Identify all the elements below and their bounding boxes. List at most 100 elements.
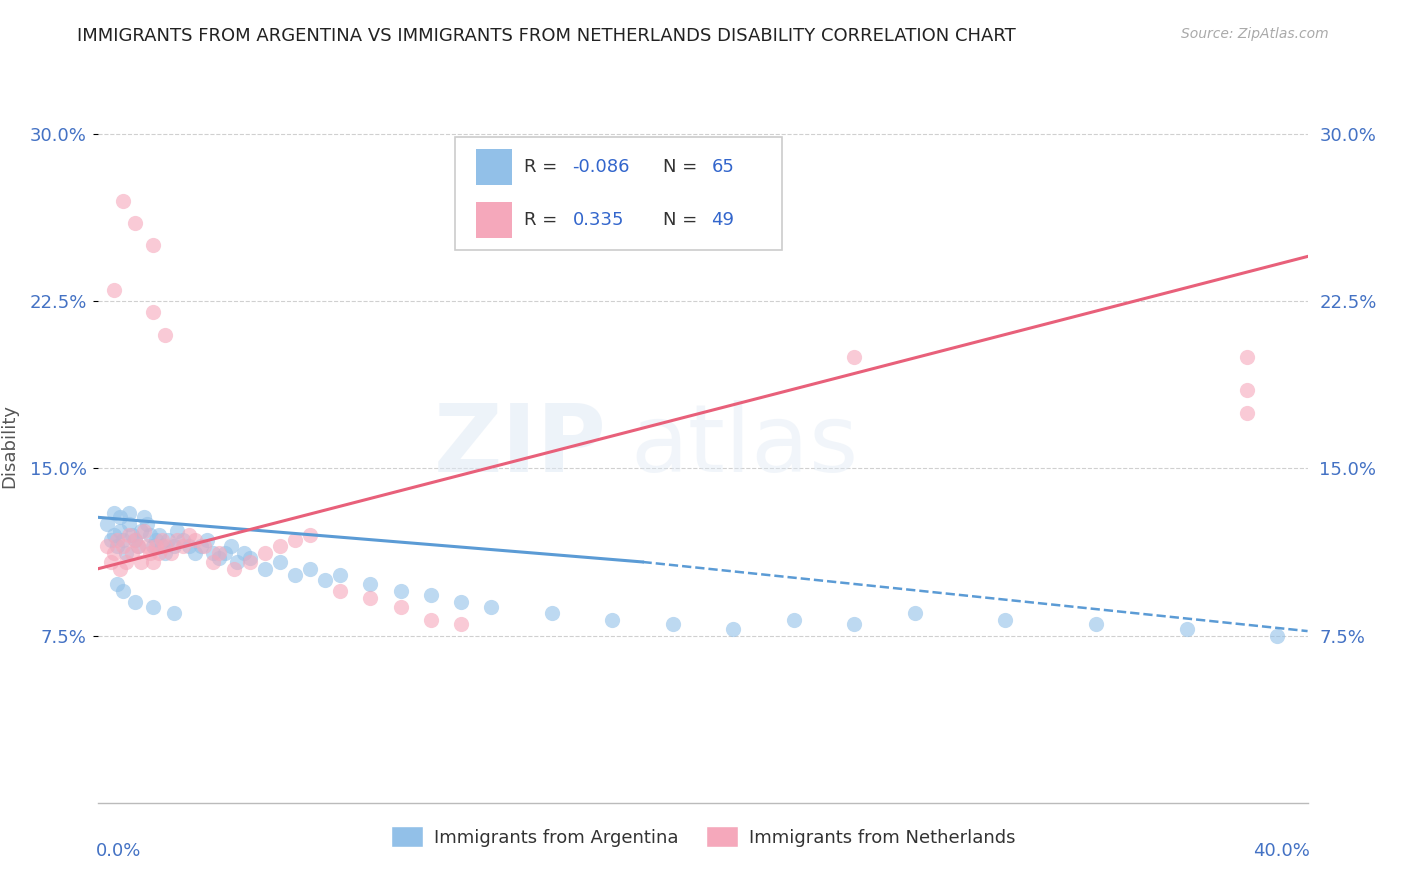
Point (1085, 617, 1108, 632)
Point (96, 539, 118, 553)
Point (602, 613, 624, 627)
Point (232, 546, 254, 560)
Point (96, 516, 118, 531)
Point (172, 539, 194, 553)
Point (139, 528, 162, 542)
Point (420, 589, 443, 603)
Point (145, 533, 167, 547)
Point (132, 524, 155, 538)
Point (184, 546, 207, 560)
Point (299, 562, 322, 576)
Point (195, 533, 218, 547)
Point (208, 550, 231, 565)
Text: R =: R = (524, 158, 562, 176)
Point (190, 539, 212, 553)
Point (111, 194, 134, 208)
Point (360, 577, 382, 591)
Point (163, 607, 186, 621)
Point (111, 533, 134, 547)
Point (540, 607, 562, 621)
Point (114, 555, 136, 569)
FancyBboxPatch shape (456, 137, 782, 250)
Point (160, 546, 183, 560)
Point (111, 539, 134, 553)
Point (121, 546, 143, 560)
Point (214, 546, 236, 560)
Point (156, 533, 179, 547)
Point (221, 539, 243, 553)
Point (284, 533, 307, 547)
Point (269, 539, 291, 553)
Point (148, 528, 170, 542)
Point (100, 555, 122, 569)
Point (239, 550, 262, 565)
Point (179, 528, 201, 542)
Point (108, 562, 131, 576)
Point (226, 555, 249, 569)
Point (105, 533, 128, 547)
Point (142, 599, 165, 614)
Text: ZIP: ZIP (433, 400, 606, 492)
Text: IMMIGRANTS FROM ARGENTINA VS IMMIGRANTS FROM NETHERLANDS DISABILITY CORRELATION : IMMIGRANTS FROM ARGENTINA VS IMMIGRANTS … (77, 27, 1017, 45)
Point (142, 305, 165, 319)
Point (904, 607, 927, 621)
Point (142, 539, 165, 553)
Point (253, 546, 276, 560)
Point (202, 555, 225, 569)
Point (118, 506, 141, 520)
Point (124, 595, 146, 609)
Point (150, 533, 173, 547)
Point (124, 216, 146, 230)
Point (783, 613, 806, 627)
Point (269, 555, 291, 569)
Text: Source: ZipAtlas.com: Source: ZipAtlas.com (1181, 27, 1329, 41)
Point (127, 539, 149, 553)
Point (103, 283, 125, 297)
Point (284, 568, 307, 582)
Text: 0.0%: 0.0% (96, 842, 142, 860)
Text: 40.0%: 40.0% (1253, 842, 1310, 860)
Point (844, 350, 866, 364)
Point (132, 510, 155, 524)
Point (1175, 622, 1198, 636)
Point (111, 583, 134, 598)
Point (103, 506, 125, 520)
Point (135, 539, 157, 553)
Point (148, 546, 170, 560)
Point (108, 524, 131, 538)
Point (153, 327, 176, 342)
Point (239, 555, 262, 569)
Point (139, 546, 162, 560)
Point (105, 539, 128, 553)
Point (329, 568, 352, 582)
Point (1236, 405, 1258, 419)
Point (163, 539, 186, 553)
Point (661, 617, 683, 632)
Point (105, 577, 128, 591)
Point (202, 546, 225, 560)
Point (360, 591, 382, 605)
Point (142, 238, 165, 252)
Point (166, 524, 188, 538)
Point (153, 546, 176, 560)
Point (118, 516, 141, 531)
Text: 49: 49 (711, 211, 734, 228)
Point (100, 533, 122, 547)
Point (481, 599, 503, 614)
Point (314, 573, 336, 587)
Point (1267, 628, 1289, 642)
Text: R =: R = (524, 211, 562, 228)
Point (184, 533, 207, 547)
Text: atlas: atlas (630, 400, 859, 492)
Point (124, 533, 146, 547)
Point (103, 546, 125, 560)
Point (1236, 384, 1258, 398)
Point (450, 617, 472, 632)
Point (129, 555, 152, 569)
Point (142, 555, 165, 569)
Point (329, 583, 352, 598)
Point (121, 528, 143, 542)
Point (299, 528, 322, 542)
Point (114, 546, 136, 560)
Point (450, 595, 472, 609)
